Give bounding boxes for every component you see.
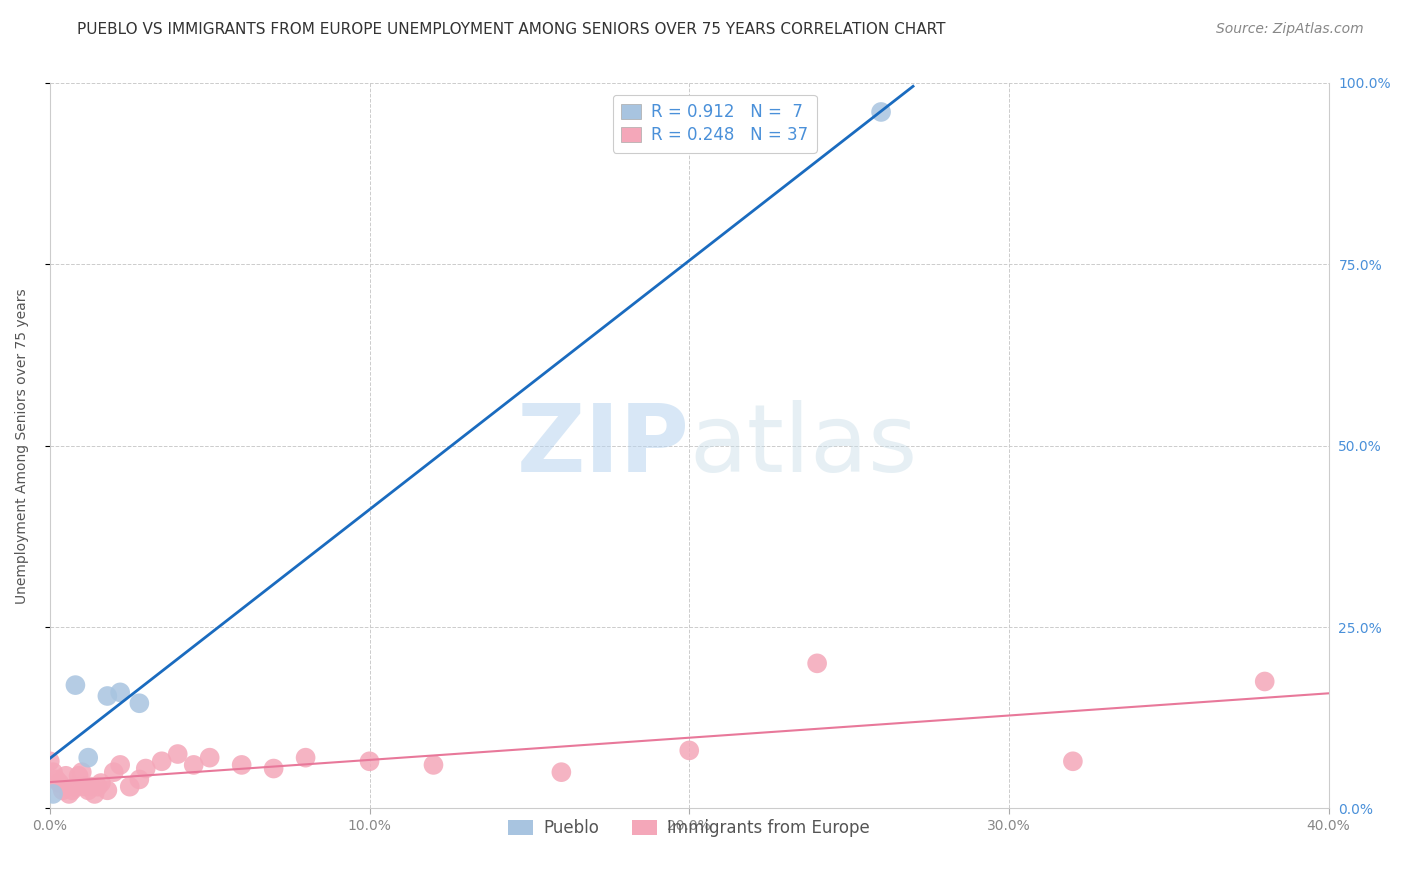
Point [108,685,131,699]
Text: ZIP: ZIP [516,400,689,491]
Point [1254,674,1277,689]
Point [1062,754,1084,768]
Point [83,787,105,801]
Point [183,758,205,772]
Point [80,780,103,794]
Point [55,769,77,783]
Point [60,783,83,797]
Point [73,780,96,794]
Point [422,758,444,772]
Point [550,765,572,780]
Point [70,765,93,780]
Point [45,772,67,787]
Point [108,758,131,772]
Point [38,754,60,768]
Point [128,772,150,787]
Point [52,783,75,797]
Point [166,747,188,761]
Point [359,754,381,768]
Y-axis label: Unemployment Among Seniors over 75 years: Unemployment Among Seniors over 75 years [15,288,30,604]
Point [42,765,65,780]
Point [118,780,141,794]
Point [128,696,150,710]
Point [198,750,221,764]
Point [135,762,157,776]
Point [67,769,90,783]
Text: atlas: atlas [689,400,918,491]
Point [96,689,118,703]
Point [678,743,700,757]
Point [77,750,100,764]
Point [90,776,112,790]
Point [294,750,316,764]
Point [150,754,173,768]
Point [77,783,100,797]
Point [806,657,828,671]
Point [263,762,285,776]
Point [48,776,70,790]
Point [870,105,893,120]
Point [58,787,80,801]
Text: PUEBLO VS IMMIGRANTS FROM EUROPE UNEMPLOYMENT AMONG SENIORS OVER 75 YEARS CORREL: PUEBLO VS IMMIGRANTS FROM EUROPE UNEMPLO… [77,22,946,37]
Point [96,783,118,797]
Text: Source: ZipAtlas.com: Source: ZipAtlas.com [1216,22,1364,37]
Point [42,787,65,801]
Point [65,678,87,692]
Point [231,758,253,772]
Point [87,780,110,794]
Legend: Pueblo, Immigrants from Europe: Pueblo, Immigrants from Europe [502,813,877,844]
Point [103,765,125,780]
Point [65,780,87,794]
